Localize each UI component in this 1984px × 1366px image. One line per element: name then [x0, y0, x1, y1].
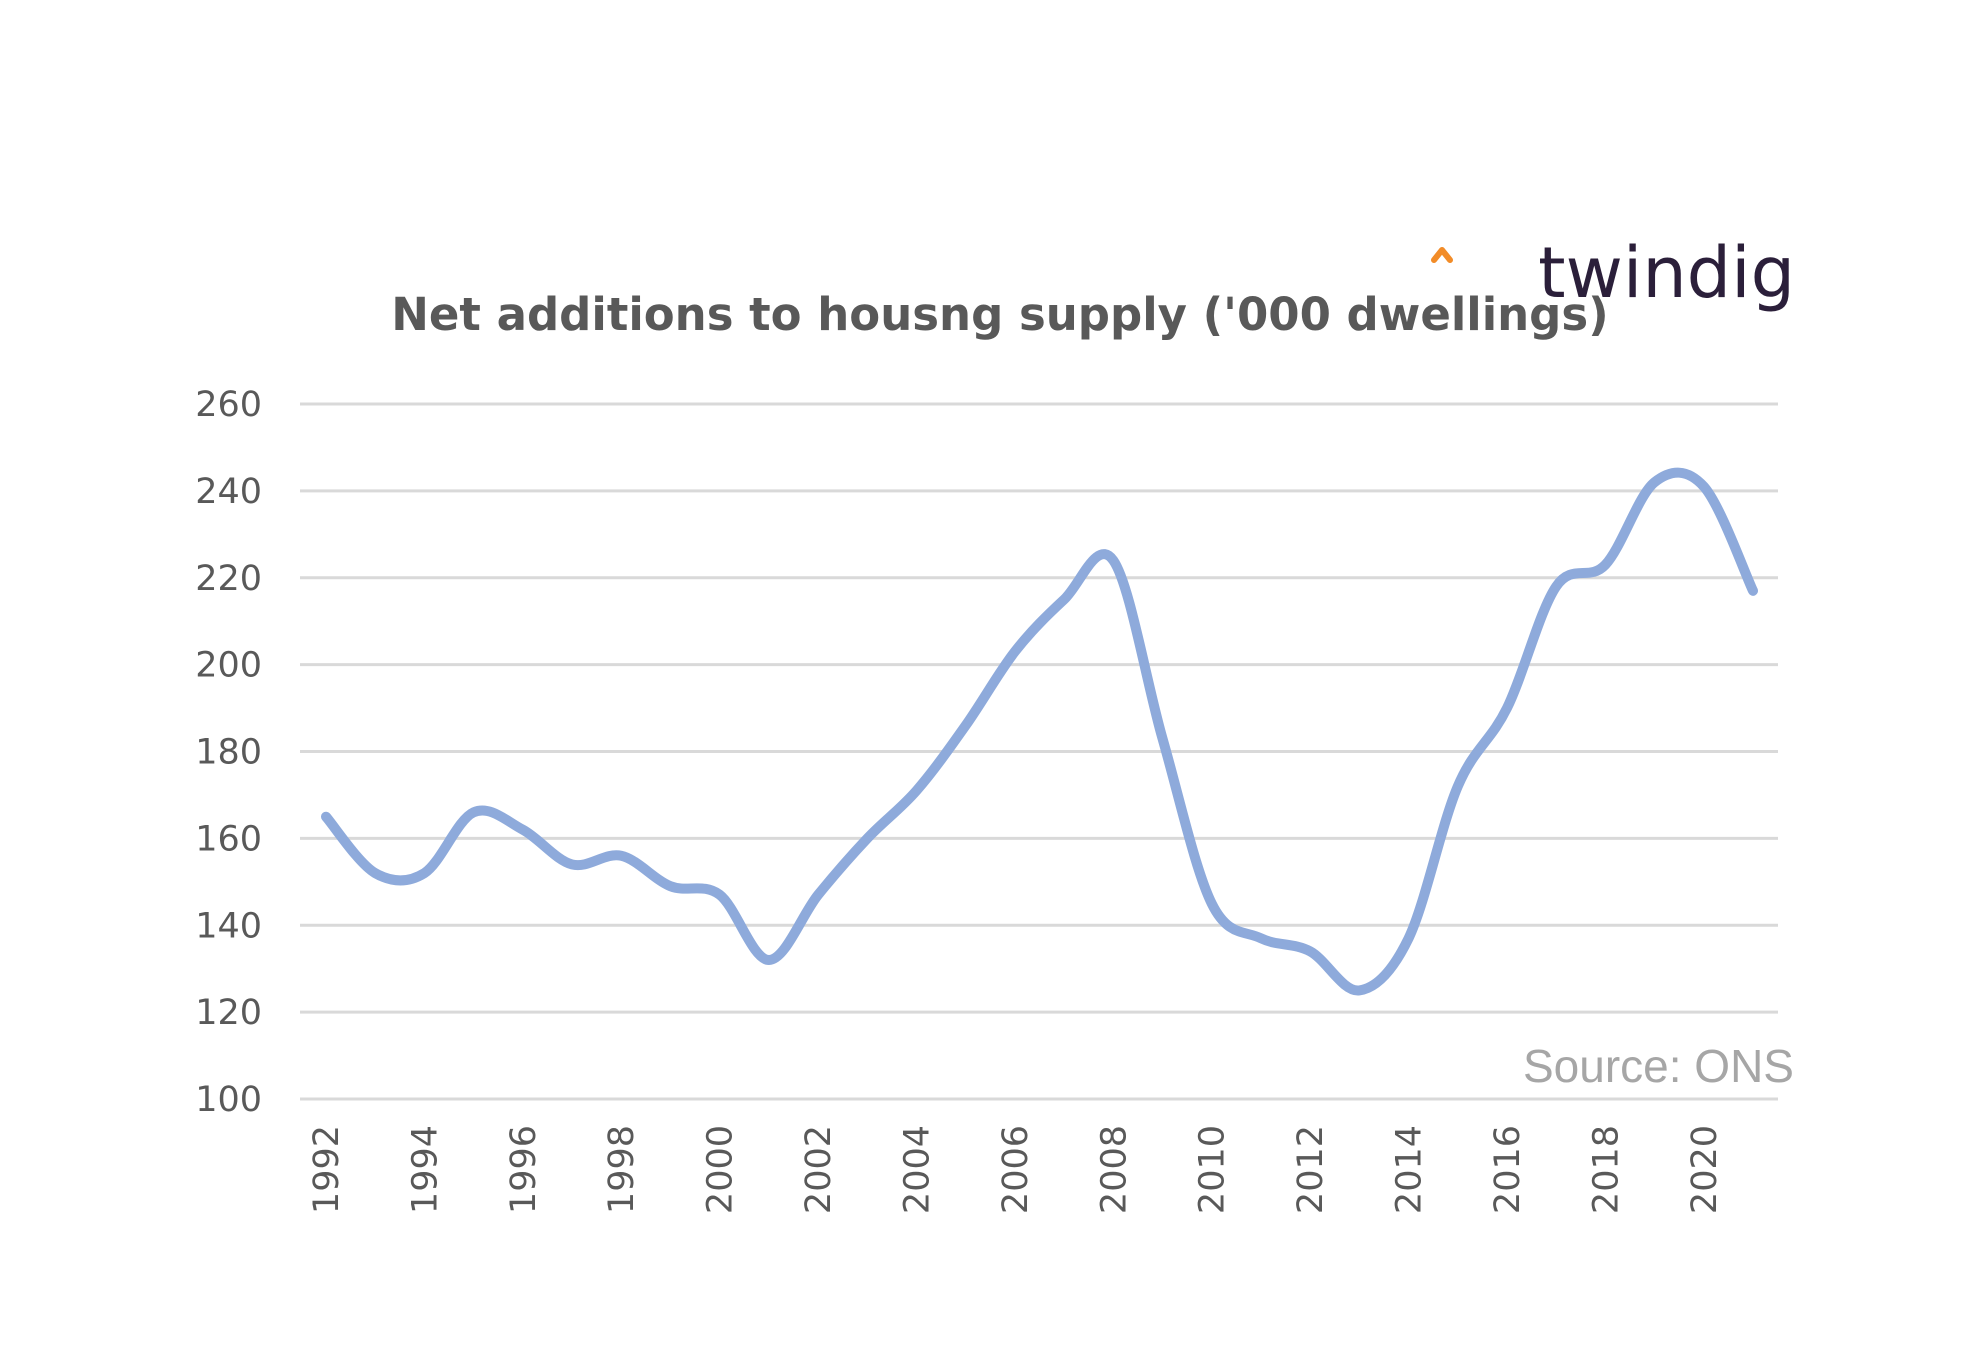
- series-line-0: [321, 467, 1758, 996]
- data-point-2021: [1749, 587, 1757, 595]
- data-point-2012: [1306, 947, 1314, 955]
- series-group: [321, 467, 1758, 996]
- data-point-2002: [814, 891, 822, 899]
- x-tick-label: 2016: [1488, 1125, 1528, 1214]
- data-point-2003: [863, 834, 871, 842]
- data-point-2000: [716, 891, 724, 899]
- data-point-2007: [1060, 595, 1068, 603]
- x-tick-label: 2014: [1390, 1125, 1430, 1214]
- x-tick-label: 1994: [405, 1125, 445, 1214]
- data-point-1994: [420, 869, 428, 877]
- y-tick-label: 160: [195, 819, 262, 859]
- data-point-2010: [1208, 900, 1216, 908]
- x-tick-label: 2000: [701, 1125, 741, 1214]
- x-tick-label: 1996: [504, 1125, 544, 1214]
- data-point-2018: [1601, 561, 1609, 569]
- logo-roof-icon: [1431, 247, 1453, 263]
- x-tick-label: 2008: [1094, 1125, 1134, 1214]
- y-tick-label: 260: [195, 385, 262, 425]
- x-tick-label: 1998: [602, 1125, 642, 1214]
- source-label: Source: ONS: [1523, 1040, 1794, 1092]
- data-point-2009: [1159, 734, 1167, 742]
- data-point-2014: [1405, 934, 1413, 942]
- logo-text: twindig: [1538, 232, 1795, 314]
- y-tick-label: 140: [195, 906, 262, 946]
- y-tick-label: 180: [195, 733, 262, 773]
- gridlines: [300, 402, 1778, 1101]
- x-tick-label: 1992: [307, 1125, 347, 1214]
- x-tick-label: 2006: [996, 1125, 1036, 1214]
- data-point-2013: [1355, 986, 1363, 994]
- data-point-2008: [1109, 556, 1117, 564]
- data-point-2019: [1651, 478, 1659, 486]
- y-tick-label: 100: [195, 1080, 262, 1120]
- data-point-1995: [470, 808, 478, 816]
- x-tick-label: 2020: [1685, 1125, 1725, 1214]
- chart-title: Net additions to housng supply ('000 dwe…: [391, 288, 1608, 341]
- data-point-2006: [1011, 648, 1019, 656]
- x-tick-label: 2002: [799, 1125, 839, 1214]
- y-tick-label: 240: [195, 472, 262, 512]
- data-point-2004: [912, 787, 920, 795]
- data-point-2017: [1552, 582, 1560, 590]
- y-tick-label: 220: [195, 559, 262, 599]
- data-point-2016: [1503, 704, 1511, 712]
- x-tick-label: 2012: [1291, 1125, 1331, 1214]
- x-tick-label: 2018: [1586, 1125, 1626, 1214]
- data-point-2015: [1454, 782, 1462, 790]
- data-point-1993: [371, 869, 379, 877]
- twindig-logo: twindig: [1431, 232, 1795, 314]
- data-point-2020: [1700, 483, 1708, 491]
- y-tick-label: 200: [195, 646, 262, 686]
- data-point-2011: [1257, 934, 1265, 942]
- data-point-1999: [666, 882, 674, 890]
- data-point-1996: [519, 826, 527, 834]
- data-point-2001: [765, 956, 773, 964]
- data-point-1997: [568, 860, 576, 868]
- x-tick-label: 2004: [897, 1125, 937, 1214]
- x-axis-tick-labels: 1992 1994 1996 1998 2000 2002 2004 2006 2008 2010…: [307, 1125, 1725, 1214]
- data-point-2005: [962, 721, 970, 729]
- y-axis-tick-labels: 100 120 140 160 180 200 220 240 260: [195, 385, 262, 1120]
- x-tick-label: 2010: [1193, 1125, 1233, 1214]
- data-point-1992: [322, 813, 330, 821]
- data-point-1998: [617, 852, 625, 860]
- y-tick-label: 120: [195, 993, 262, 1033]
